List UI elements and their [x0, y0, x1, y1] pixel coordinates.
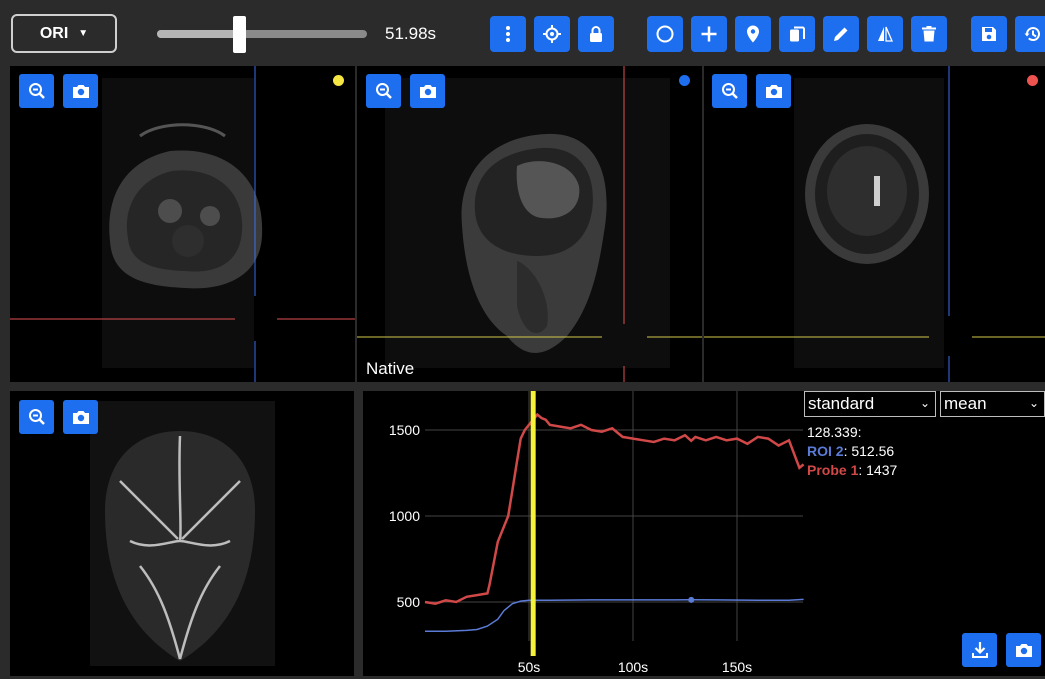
statistic-select-value: mean: [944, 394, 987, 413]
time-slider-track[interactable]: [157, 30, 367, 38]
time-intensity-plot-panel[interactable]: 500 1000 1500 50s 100s 150s standard ⌄ mean ⌄…: [363, 391, 1045, 676]
roi-label: ROI 2: [807, 443, 844, 459]
download-data-button[interactable]: [962, 633, 997, 667]
place-marker-button[interactable]: [735, 16, 771, 52]
trash-icon: [922, 26, 936, 42]
chevron-down-icon: ⌄: [1028, 396, 1039, 410]
probe-label: Probe 1: [807, 462, 859, 478]
x-tick-label: 150s: [722, 659, 752, 675]
save-icon: [982, 27, 996, 41]
y-tick-label: 1000: [389, 508, 420, 524]
coronal-zoom-out-button[interactable]: [712, 74, 747, 108]
pencil-icon: [834, 27, 848, 41]
roi-2-series-line: [425, 598, 804, 632]
mode-select[interactable]: standard ⌄: [804, 391, 936, 417]
mip-zoom-out-button[interactable]: [19, 400, 54, 434]
camera-icon: [765, 85, 782, 98]
x-tick-label: 50s: [518, 659, 541, 675]
time-cursor: [530, 391, 536, 656]
probe-1-series-line: [424, 412, 805, 605]
time-label: 51.98s: [385, 24, 437, 43]
cursor-time-readout: 128.339:: [807, 424, 862, 440]
mip-screenshot-button[interactable]: [63, 400, 98, 434]
axial-zoom-out-button[interactable]: [19, 74, 54, 108]
camera-icon: [72, 85, 89, 98]
save-button[interactable]: [971, 16, 1007, 52]
probe-readout: Probe 1: 1437: [807, 462, 897, 478]
mode-select-value: standard: [808, 394, 875, 413]
camera-icon: [1015, 644, 1032, 657]
sagittal-mri-image: [357, 66, 702, 382]
more-options-button[interactable]: [490, 16, 526, 52]
crosshair-button[interactable]: [534, 16, 570, 52]
circle-icon: [656, 25, 674, 43]
probe-value: : 1437: [858, 462, 898, 478]
coronal-mri-image: [704, 66, 1045, 382]
time-intensity-chart[interactable]: 500 1000 1500 50s 100s 150s: [363, 391, 1045, 676]
more-vertical-icon: [506, 26, 510, 42]
chevron-down-icon: ▼: [78, 28, 89, 39]
roi-2-point: [688, 596, 695, 603]
sagittal-zoom-out-button[interactable]: [366, 74, 401, 108]
sagittal-screenshot-button[interactable]: [410, 74, 445, 108]
mip-angiography-image: [90, 401, 275, 666]
y-tick-label: 1500: [389, 422, 420, 438]
sagittal-view-panel[interactable]: Native: [357, 66, 702, 382]
series-label: Native: [366, 359, 415, 378]
lock-icon: [590, 26, 602, 42]
zoom-out-icon: [28, 83, 45, 99]
download-icon: [971, 642, 988, 658]
plot-screenshot-button[interactable]: [1006, 633, 1041, 667]
coronal-view-panel[interactable]: [704, 66, 1045, 382]
x-tick-label: 100s: [618, 659, 648, 675]
camera-icon: [72, 411, 89, 424]
copy-button[interactable]: [779, 16, 815, 52]
lock-button[interactable]: [578, 16, 614, 52]
camera-icon: [419, 85, 436, 98]
orientation-dropdown[interactable]: ORI ▼: [11, 14, 117, 53]
y-tick-label: 500: [397, 594, 421, 610]
time-slider-fill: [157, 30, 239, 38]
add-probe-button[interactable]: [691, 16, 727, 52]
axial-mri-image: [10, 66, 355, 382]
zoom-out-icon: [721, 83, 738, 99]
orientation-label: ORI: [39, 24, 69, 42]
history-button[interactable]: [1015, 16, 1045, 52]
axial-screenshot-button[interactable]: [63, 74, 98, 108]
draw-button[interactable]: [823, 16, 859, 52]
delete-button[interactable]: [911, 16, 947, 52]
coronal-color-dot: [1027, 75, 1038, 86]
roi-value: : 512.56: [843, 443, 895, 459]
coronal-screenshot-button[interactable]: [756, 74, 791, 108]
axial-color-dot: [333, 75, 344, 86]
zoom-out-icon: [375, 83, 392, 99]
time-slider-thumb[interactable]: [232, 16, 246, 53]
plus-icon: [701, 26, 717, 42]
history-icon: [1024, 27, 1040, 41]
copy-icon: [790, 26, 805, 42]
flip-icon: [878, 26, 893, 42]
roi-readout: ROI 2: 512.56: [807, 443, 894, 459]
axial-view-panel[interactable]: [10, 66, 355, 382]
zoom-out-icon: [28, 409, 45, 425]
crosshair-icon: [543, 25, 561, 43]
map-pin-icon: [747, 25, 759, 43]
chevron-down-icon: ⌄: [919, 396, 930, 410]
flip-button[interactable]: [867, 16, 903, 52]
mip-view-panel[interactable]: [10, 391, 354, 676]
statistic-select[interactable]: mean ⌄: [940, 391, 1045, 417]
circle-roi-button[interactable]: [647, 16, 683, 52]
sagittal-color-dot: [679, 75, 690, 86]
